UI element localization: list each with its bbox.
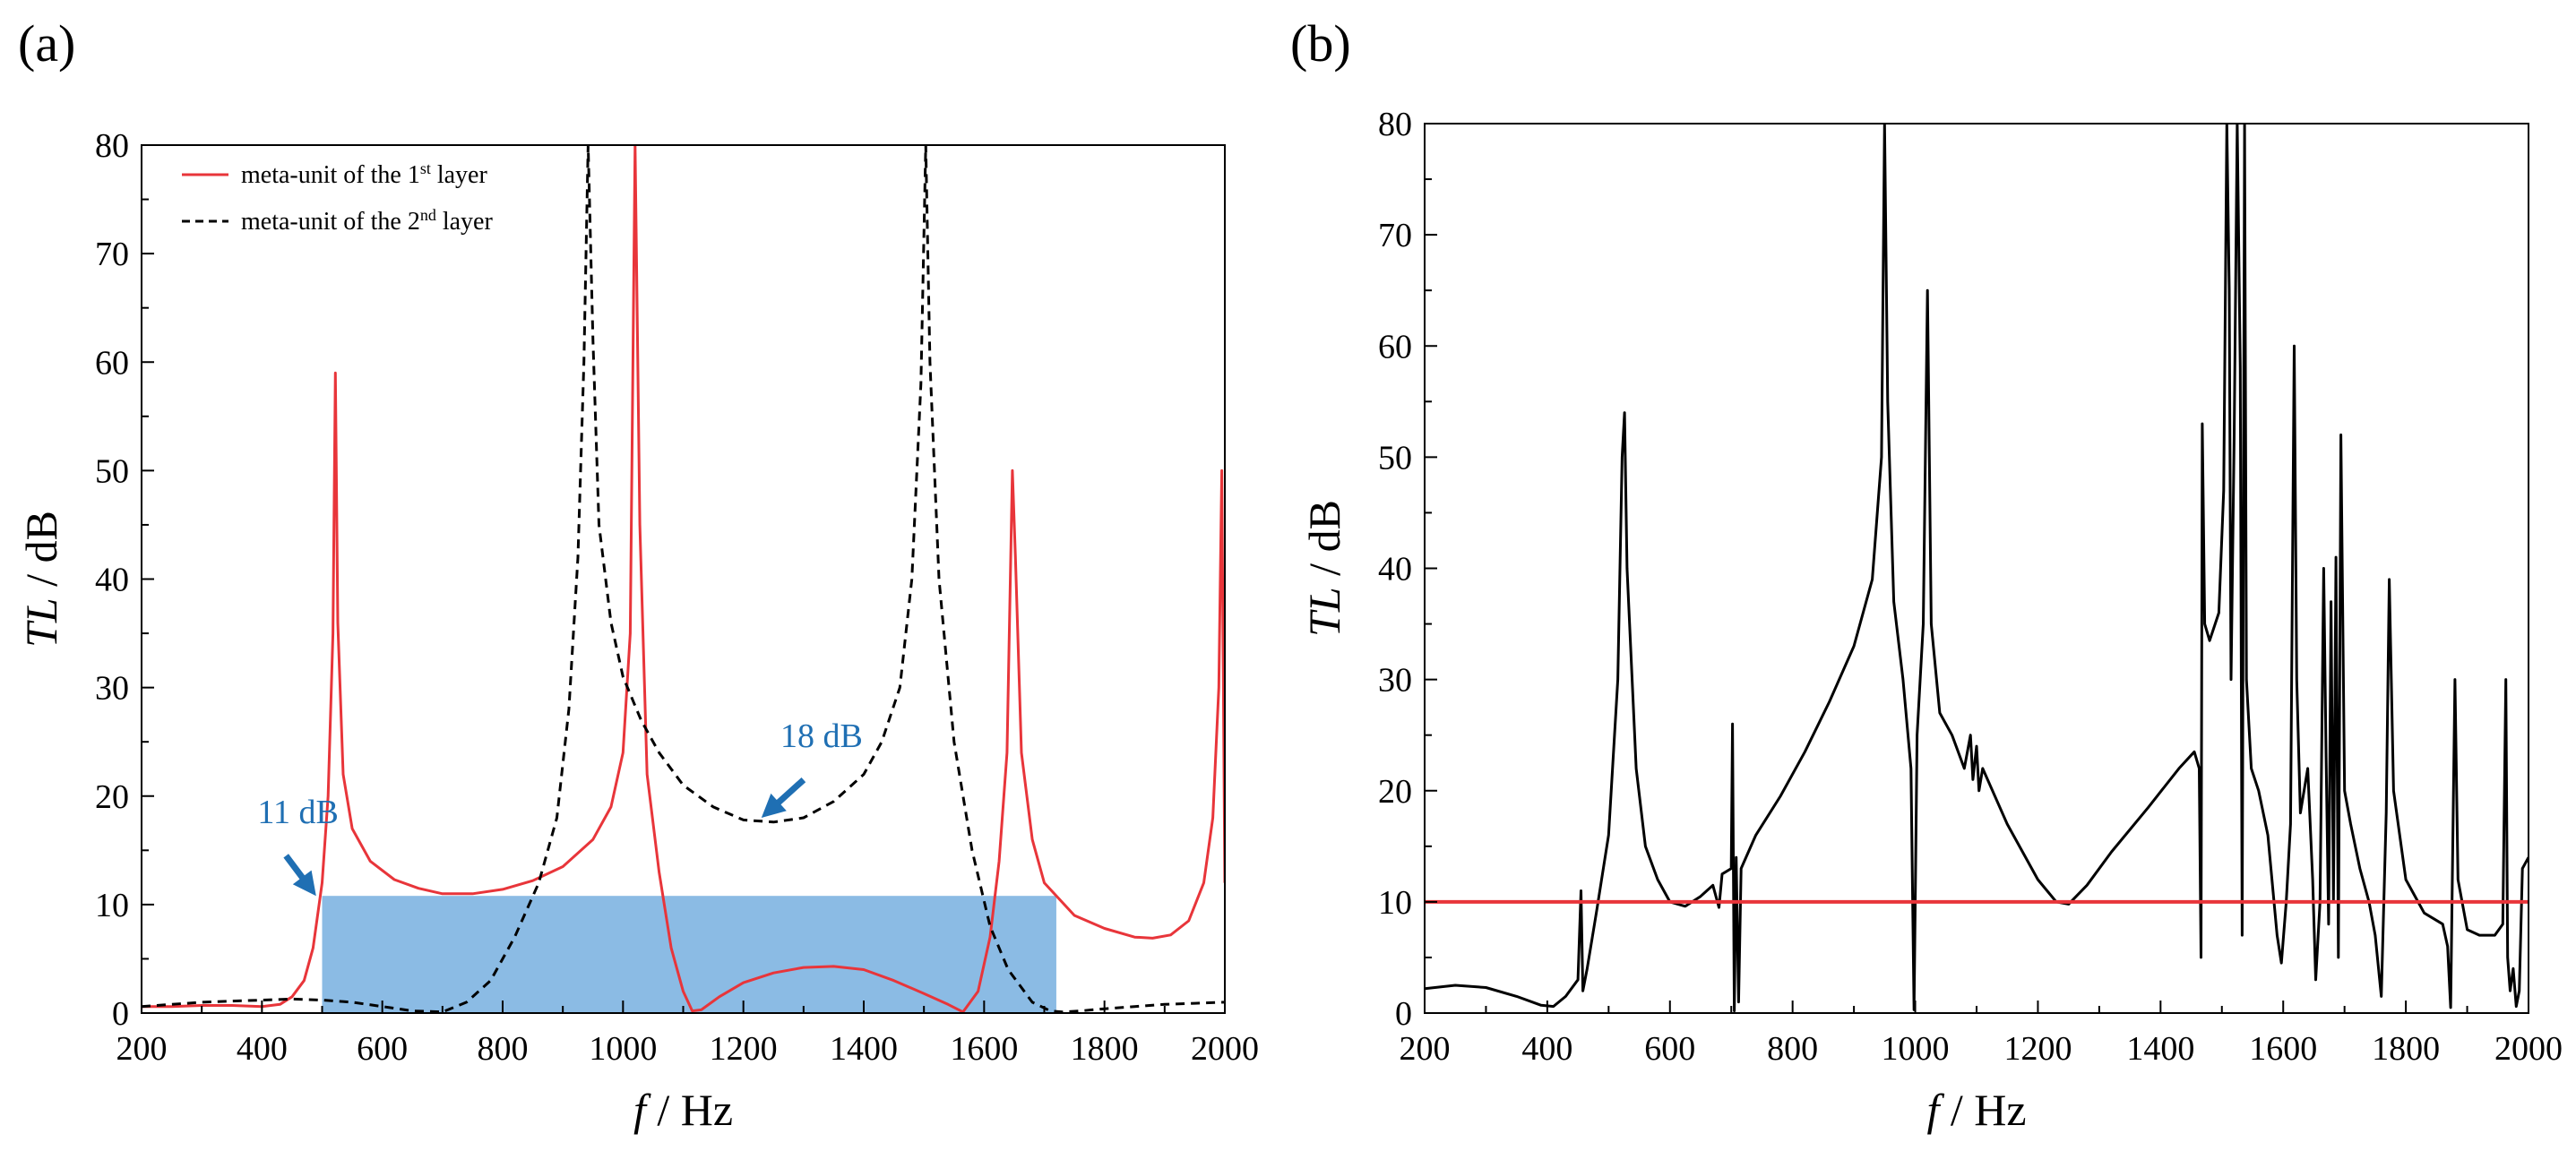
annotation-11db: 11 dB	[257, 794, 338, 831]
series-group	[1425, 124, 2529, 1012]
x-tick-label: 2000	[2494, 1030, 2563, 1068]
y-tick-label: 0	[1395, 995, 1412, 1033]
x-tick-label: 1200	[2003, 1030, 2072, 1068]
legend: meta-unit of the 1st layer meta-unit of …	[182, 159, 493, 236]
y-axis-label-italic: TL	[16, 597, 66, 648]
x-tick-label: 1600	[2249, 1030, 2317, 1068]
x-tick-label: 800	[1767, 1030, 1818, 1068]
annotation-arrow-18db	[761, 777, 806, 818]
legend-superscript: nd	[420, 206, 436, 224]
legend-prefix: meta-unit of the 2	[241, 208, 420, 236]
y-tick-label: 40	[1378, 551, 1412, 588]
x-tick-label: 1800	[2372, 1030, 2440, 1068]
panel-b: (b) 200 400 600 800 1000 1200 1400 1600 1800 2000…	[1290, 14, 2563, 1135]
series-group	[142, 145, 1225, 1013]
y-tick-label: 70	[1378, 217, 1412, 254]
x-tick-label: 1600	[950, 1030, 1018, 1068]
y-tick-label: 30	[95, 670, 129, 708]
y-tick-label: 70	[95, 236, 129, 273]
legend-superscript: st	[420, 159, 431, 177]
series-line-2	[142, 145, 1225, 1013]
y-tick-label: 50	[95, 452, 129, 490]
y-axis-label-unit: / dB	[16, 511, 66, 597]
y-axis-label-unit: / dB	[1299, 500, 1349, 587]
shaded-band	[322, 896, 1056, 1013]
x-tick-label: 200	[1400, 1030, 1451, 1068]
legend-suffix: layer	[436, 208, 494, 236]
x-axis-label-unit: / Hz	[646, 1085, 733, 1135]
legend-entry-layer-1: meta-unit of the 1st layer	[241, 159, 487, 189]
series-line-1	[142, 145, 1225, 1013]
panel-a: (a) 200 400 600 800 1000 1200 1400 1600 1800 2000…	[16, 14, 1259, 1135]
y-axis-label-italic: TL	[1299, 587, 1349, 637]
y-axis-label: TL / dB	[1299, 500, 1349, 637]
x-axis-label-unit: / Hz	[1939, 1085, 2026, 1135]
x-tick-label: 600	[1644, 1030, 1695, 1068]
axis-ticks: 200 400 600 800 1000 1200 1400 1600 1800 2000 0 10 2…	[95, 127, 1259, 1068]
y-tick-label: 80	[95, 127, 129, 165]
annotations: 11 dB 18 dB	[257, 717, 863, 897]
x-tick-label: 200	[116, 1030, 168, 1068]
y-tick-label: 50	[1378, 439, 1412, 477]
y-tick-label: 30	[1378, 662, 1412, 700]
y-tick-label: 0	[112, 995, 129, 1033]
x-tick-label: 1200	[710, 1030, 778, 1068]
x-tick-label: 1800	[1071, 1030, 1139, 1068]
x-tick-label: 600	[357, 1030, 408, 1068]
x-axis-label: f / Hz	[633, 1085, 733, 1135]
legend-entry-layer-2: meta-unit of the 2nd layer	[241, 206, 493, 236]
y-axis-label: TL / dB	[16, 511, 66, 648]
y-tick-label: 60	[95, 344, 129, 382]
x-tick-label: 1400	[2126, 1030, 2194, 1068]
y-tick-label: 80	[1378, 106, 1412, 143]
x-axis-label: f / Hz	[1926, 1085, 2026, 1135]
axis-ticks: 200 400 600 800 1000 1200 1400 1600 1800 2000 0 10 2…	[1378, 106, 2563, 1068]
annotation-arrow-11db	[283, 854, 316, 897]
x-tick-label: 2000	[1191, 1030, 1259, 1068]
annotation-18db: 18 dB	[780, 717, 863, 755]
series-line-1	[1425, 124, 2529, 1012]
y-tick-label: 40	[95, 562, 129, 599]
x-tick-label: 1400	[830, 1030, 898, 1068]
x-tick-label: 1000	[589, 1030, 657, 1068]
legend-prefix: meta-unit of the 1	[241, 161, 420, 189]
x-tick-label: 800	[478, 1030, 529, 1068]
y-tick-label: 10	[95, 887, 129, 924]
panel-label-b: (b)	[1290, 14, 1351, 73]
x-tick-label: 400	[1521, 1030, 1572, 1068]
x-tick-label: 1000	[1882, 1030, 1950, 1068]
y-tick-label: 60	[1378, 328, 1412, 365]
y-tick-label: 10	[1378, 884, 1412, 922]
x-tick-label: 400	[237, 1030, 288, 1068]
legend-suffix: layer	[431, 161, 488, 189]
panel-label-a: (a)	[18, 14, 75, 73]
y-tick-label: 20	[95, 778, 129, 816]
y-tick-label: 20	[1378, 773, 1412, 811]
